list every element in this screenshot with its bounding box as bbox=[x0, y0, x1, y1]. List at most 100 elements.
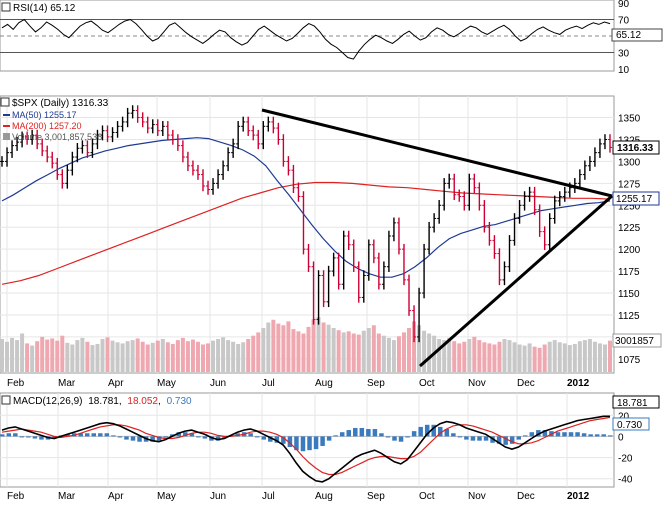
macd-legend: MACD(12,26,9) 18.781, 18.052, 0.730 bbox=[13, 396, 192, 407]
macd-histogram bbox=[0, 424, 613, 452]
volume-bar bbox=[437, 339, 442, 372]
macd-histogram-bar bbox=[451, 433, 456, 437]
volume-bar bbox=[80, 337, 85, 372]
volume-bar bbox=[150, 342, 155, 372]
price-month-label: Oct bbox=[419, 378, 435, 389]
volume-bar bbox=[412, 321, 417, 372]
volume-bar bbox=[120, 343, 125, 372]
volume-bar bbox=[195, 341, 200, 372]
macd-month-label: Jul bbox=[262, 491, 275, 502]
macd-histogram-bar bbox=[32, 436, 38, 439]
price-tick-label: 1150 bbox=[618, 289, 640, 300]
price-value-label: 1316.33 bbox=[617, 143, 654, 154]
macd-histogram-bar bbox=[294, 436, 299, 451]
macd-histogram-bar bbox=[26, 436, 31, 438]
volume-bar bbox=[15, 340, 20, 372]
hist-value-label: 0.730 bbox=[617, 420, 642, 431]
volume-bar bbox=[577, 341, 582, 372]
volume-bar bbox=[316, 317, 321, 372]
macd-histogram-bar bbox=[483, 436, 489, 441]
volume-bar bbox=[246, 339, 251, 372]
volume-bar bbox=[301, 333, 306, 372]
volume-bar bbox=[20, 333, 25, 372]
price-legend-icon bbox=[0, 97, 10, 107]
volume-bar bbox=[236, 343, 241, 372]
volume-bar bbox=[597, 343, 602, 372]
macd-histogram-bar bbox=[418, 426, 423, 437]
macd-histogram-bar bbox=[392, 436, 397, 441]
macd-month-label: Nov bbox=[468, 491, 486, 502]
macd-tick-label: -40 bbox=[618, 475, 633, 486]
volume-bar bbox=[427, 333, 432, 372]
macd-histogram-bar bbox=[0, 434, 5, 437]
macd-histogram-bar bbox=[509, 436, 515, 444]
volume-bar bbox=[361, 330, 366, 372]
macd-histogram-bar bbox=[326, 436, 332, 441]
macd-histogram-bar bbox=[457, 436, 463, 438]
macd-histogram-bar bbox=[52, 436, 57, 439]
volume-bar bbox=[160, 339, 165, 372]
volume-bar bbox=[241, 342, 246, 372]
macd-histogram-bar bbox=[542, 430, 548, 437]
volume-bar bbox=[517, 344, 522, 372]
macd-series bbox=[1, 415, 610, 483]
volume-bar bbox=[40, 336, 45, 372]
volume-bar bbox=[457, 343, 462, 372]
volume-bar bbox=[75, 340, 80, 372]
macd-histogram-bar bbox=[477, 436, 482, 441]
volume-bar bbox=[261, 328, 266, 372]
volume-bar bbox=[135, 338, 140, 372]
volume-bar bbox=[447, 337, 452, 372]
volume-bar bbox=[376, 333, 381, 372]
volume-bar bbox=[366, 328, 371, 372]
volume-bar bbox=[5, 341, 10, 372]
volume-bar bbox=[336, 330, 341, 372]
macd-histogram-bar bbox=[156, 436, 162, 441]
macd-histogram-bar bbox=[287, 436, 293, 447]
volume-bar bbox=[417, 325, 422, 372]
price-month-label: Jun bbox=[210, 378, 226, 389]
volume-bar bbox=[190, 339, 195, 372]
macd-histogram-bar bbox=[307, 436, 312, 451]
rsi-tick-label: 70 bbox=[618, 16, 630, 27]
price-panel-frame bbox=[0, 95, 615, 374]
rsi-legend-icon bbox=[1, 2, 11, 12]
volume-bar bbox=[391, 340, 396, 372]
volume-bar bbox=[467, 339, 472, 372]
volume-bar bbox=[587, 339, 592, 372]
macd-histogram-bar bbox=[575, 432, 580, 437]
volume-bar bbox=[341, 332, 346, 372]
price-tick-label: 1250 bbox=[618, 201, 641, 212]
volume-bar bbox=[326, 324, 331, 372]
macd-histogram-bar bbox=[13, 433, 18, 437]
volume-bar bbox=[507, 340, 512, 372]
macd-histogram-bar bbox=[385, 436, 391, 438]
volume-bar bbox=[110, 340, 115, 372]
volume-bar bbox=[547, 341, 552, 372]
volume-bar bbox=[145, 344, 150, 372]
volume-bar bbox=[592, 341, 597, 372]
macd-histogram-bar bbox=[536, 430, 541, 437]
macd-month-label: Feb bbox=[7, 491, 25, 502]
macd-histogram-bar bbox=[470, 436, 476, 441]
macd-histogram-bar bbox=[601, 434, 606, 437]
macd-histogram-bar bbox=[411, 431, 417, 437]
macd-histogram-bar bbox=[529, 432, 535, 437]
macd-histogram-bar bbox=[137, 436, 142, 442]
macd-histogram-bar bbox=[124, 436, 129, 440]
volume-bar bbox=[256, 332, 261, 372]
macd-histogram-bar bbox=[39, 436, 44, 440]
macd-histogram-bar bbox=[496, 436, 502, 444]
macd-panel: MACD(12,26,9) 18.781, 18.052, 0.730 20 0 -… bbox=[0, 392, 660, 502]
macd-histogram-bar bbox=[588, 434, 593, 437]
volume-value-label: 3001857 bbox=[615, 336, 654, 347]
ma50-series bbox=[1, 137, 611, 278]
price-series bbox=[0, 105, 612, 343]
volume-bar bbox=[502, 339, 507, 372]
macd-histogram-bar bbox=[281, 436, 286, 444]
volume-bar bbox=[356, 334, 361, 372]
volume-bar bbox=[251, 335, 256, 372]
macd-legend-signal: 18.052 bbox=[127, 396, 158, 407]
price-tick-label: 1300 bbox=[618, 157, 641, 168]
price-month-labels: Feb Mar Apr May Jun Jul Aug Sep Oct Nov Dec 2012 bbox=[7, 378, 590, 389]
